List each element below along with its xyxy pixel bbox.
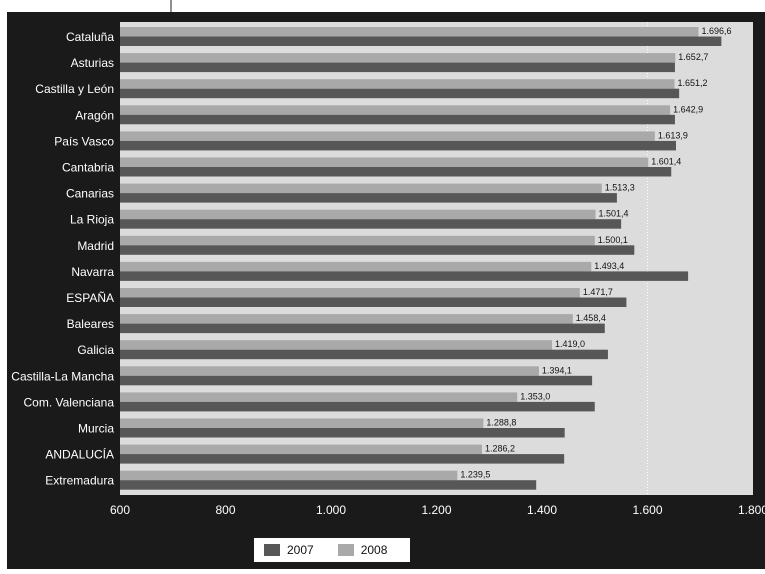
category-label: Baleares	[67, 317, 114, 331]
bar-2007	[120, 114, 675, 125]
legend-label-2008: 2008	[360, 543, 388, 557]
x-tick-label: 1.200	[421, 503, 451, 517]
category-label: Aragón	[75, 108, 114, 122]
category-label: País Vasco	[54, 134, 114, 148]
bar-2007	[120, 297, 627, 307]
data-label-2008: 1.696,6	[701, 26, 731, 36]
category-label: Cataluña	[66, 30, 114, 44]
data-label-2008: 1.288,8	[486, 418, 516, 428]
data-label-2008: 1.500,1	[598, 235, 628, 245]
data-label-2008: 1.419,0	[555, 339, 585, 349]
data-label-2008: 1.601,4	[651, 157, 681, 167]
x-tick-label: 600	[110, 503, 130, 517]
bar-2007	[120, 401, 595, 412]
data-label-2008: 1.353,0	[520, 391, 550, 401]
category-label: Asturias	[71, 56, 114, 70]
bar-2007	[120, 167, 672, 177]
data-label-2008: 1.501,4	[598, 209, 628, 219]
category-label: Murcia	[78, 422, 114, 436]
data-label-2008: 1.493,4	[594, 261, 624, 271]
bar-2007	[120, 428, 565, 438]
bar-2007	[120, 88, 680, 99]
data-label-2008: 1.651,2	[678, 78, 708, 88]
category-label: Com. Valenciana	[24, 395, 115, 409]
bar-2008	[120, 314, 573, 324]
bar-2008	[120, 470, 458, 481]
bar-2008	[120, 444, 482, 455]
legend-label-2007: 2007	[287, 543, 314, 557]
data-label-2008: 1.394,1	[542, 365, 572, 375]
bar-2008	[120, 27, 699, 37]
bar-2007	[120, 219, 622, 229]
data-label-2008: 1.652,7	[678, 52, 708, 62]
bar-2008	[120, 209, 596, 220]
category-label: La Rioja	[70, 213, 114, 227]
x-tick-label: 1.600	[632, 503, 662, 517]
bar-2008	[120, 392, 518, 402]
bar-2008	[120, 340, 553, 350]
category-label: Castilla-La Mancha	[11, 369, 114, 383]
bar-2008	[120, 366, 539, 376]
bar-2007	[120, 375, 593, 386]
data-label-2008: 1.613,9	[658, 130, 688, 140]
data-label-2008: 1.471,7	[583, 287, 613, 297]
bar-2007	[120, 323, 605, 334]
category-label: Madrid	[77, 239, 114, 253]
legend: 2007 2008	[254, 538, 410, 562]
category-label: Canarias	[66, 187, 114, 201]
data-label-2008: 1.458,4	[576, 313, 606, 323]
category-label: Navarra	[71, 265, 114, 279]
bar-2008	[120, 131, 655, 141]
category-label: Cantabria	[62, 161, 114, 175]
x-tick-label: 1.800	[738, 503, 765, 517]
data-label-2008: 1.286,2	[485, 444, 515, 454]
bar-2008	[120, 53, 676, 63]
data-label-2008: 1.239,5	[460, 470, 490, 480]
category-label: Castilla y León	[35, 82, 114, 96]
category-label: ANDALUCÍA	[45, 447, 114, 462]
bar-2008	[120, 183, 602, 194]
bar-2007	[120, 245, 635, 255]
bar-2007	[120, 36, 722, 46]
bar-2007	[120, 62, 675, 73]
category-label: Extremadura	[45, 474, 114, 488]
x-tick-label: 800	[215, 503, 235, 517]
bar-2007	[120, 193, 617, 203]
data-label-2008: 1.513,3	[605, 183, 635, 193]
category-label: Galicia	[77, 343, 114, 357]
bar-2008	[120, 418, 484, 428]
bar-2008	[120, 235, 595, 246]
x-tick-label: 1.400	[527, 503, 557, 517]
legend-swatch-2007	[264, 544, 280, 556]
legend-swatch-2008	[337, 544, 354, 556]
bar-2007	[120, 271, 689, 281]
bar-2008	[120, 79, 675, 89]
legend-item-2007: 2007	[264, 543, 314, 557]
bar-2008	[120, 288, 580, 298]
x-tick-label: 1.000	[316, 503, 346, 517]
bar-2007	[120, 349, 608, 360]
data-label-2008: 1.642,9	[673, 104, 703, 114]
category-label: ESPAÑA	[66, 291, 114, 305]
bar-2007	[120, 454, 565, 464]
bar-2008	[120, 157, 649, 167]
bar-2007	[120, 480, 537, 490]
bar-2008	[120, 105, 671, 115]
bar-2007	[120, 140, 676, 151]
bar-2008	[120, 261, 592, 272]
legend-item-2008: 2008	[337, 543, 388, 557]
